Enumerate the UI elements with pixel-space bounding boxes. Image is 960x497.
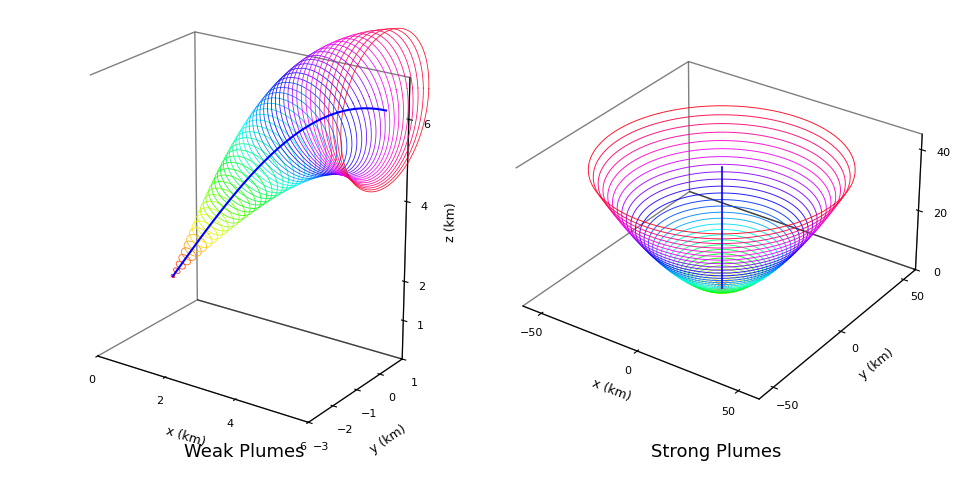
Title: Strong Plumes: Strong Plumes: [651, 443, 781, 461]
Y-axis label: y (km): y (km): [368, 422, 408, 456]
Y-axis label: y (km): y (km): [856, 346, 896, 382]
Title: Weak Plumes: Weak Plumes: [183, 443, 304, 461]
X-axis label: x (km): x (km): [164, 425, 206, 449]
X-axis label: x (km): x (km): [590, 377, 633, 404]
